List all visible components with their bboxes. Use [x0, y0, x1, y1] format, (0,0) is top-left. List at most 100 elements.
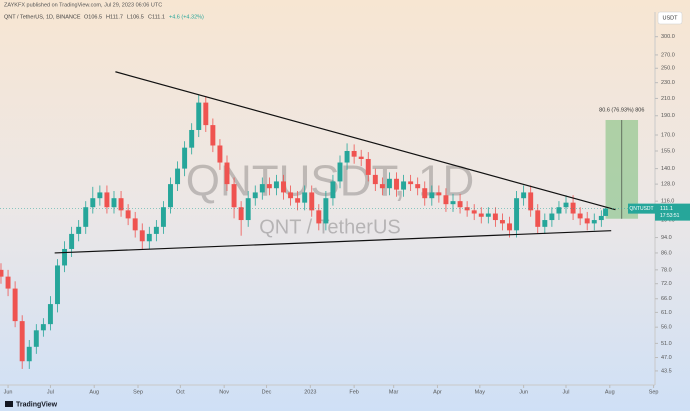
- candle-body: [203, 102, 209, 126]
- candle-body: [365, 158, 371, 175]
- x-tick-label: Sep: [649, 389, 659, 395]
- candle-body: [309, 192, 315, 211]
- candle-body: [415, 184, 421, 189]
- candle-body: [471, 210, 477, 214]
- candle-body: [182, 147, 188, 169]
- candle-body: [528, 192, 534, 211]
- candle-body: [252, 192, 258, 199]
- candle-body: [351, 150, 357, 157]
- candle-body: [429, 192, 435, 199]
- candle-body: [12, 288, 18, 322]
- y-tick-label: 170.0: [661, 132, 675, 138]
- y-tick-label: 86.0: [661, 250, 672, 256]
- candle-body: [231, 184, 237, 208]
- author-line: ZAYKFX published on TradingView.com, Jul…: [4, 2, 162, 8]
- candle-body: [62, 248, 68, 266]
- x-tick-label: Feb: [349, 389, 358, 395]
- candle-body: [358, 156, 364, 159]
- x-tick-label: Apr: [433, 389, 442, 395]
- y-tick-label: 47.0: [661, 355, 672, 361]
- candle-body: [5, 276, 11, 289]
- candle-body: [598, 215, 604, 221]
- candle-body: [330, 181, 336, 199]
- symbol-tag-text: QNTUSDT: [629, 206, 653, 212]
- candle-body: [443, 195, 449, 205]
- candle-body: [344, 150, 350, 163]
- symbol: QNT / TetherUS, 1D, BINANCE: [4, 14, 81, 20]
- trendline: [54, 230, 612, 254]
- candle-body: [514, 198, 520, 231]
- candle-body: [499, 220, 505, 224]
- y-tick-label: 300.0: [661, 34, 675, 40]
- candle-body: [175, 168, 181, 185]
- ohlc-change: +4.6 (+4.32%): [169, 14, 204, 20]
- candle-body: [245, 198, 251, 221]
- y-tick-label: 128.0: [661, 182, 675, 188]
- x-tick-label: Dec: [262, 389, 272, 395]
- x-tick-label: Mar: [389, 389, 399, 395]
- candle-body: [507, 223, 512, 231]
- candle-body: [337, 162, 343, 182]
- currency-box[interactable]: [657, 11, 683, 25]
- candle-body: [217, 145, 223, 163]
- y-tick-label: 61.0: [661, 310, 672, 316]
- candle-body: [26, 346, 32, 362]
- candle-body: [281, 181, 286, 193]
- position-label: 80.6 (76.93%) 806: [599, 107, 644, 113]
- candle-body: [146, 233, 152, 242]
- candle-body: [556, 207, 562, 214]
- candle-body: [266, 184, 272, 189]
- candle-body: [288, 192, 294, 199]
- candle-body: [302, 192, 308, 203]
- legend-line: QNT / TetherUS, 1D, BINANCE O106.5 H111.…: [4, 14, 204, 20]
- candle-body: [139, 230, 145, 242]
- candle-body: [521, 192, 527, 199]
- ohlc-low: L106.5: [127, 14, 144, 20]
- watermark-sub: QNT / TetherUS: [259, 216, 401, 238]
- y-tick-label: 78.0: [661, 267, 672, 273]
- candle-body: [83, 207, 89, 227]
- x-tick-label: Nov: [219, 389, 229, 395]
- candle-body: [104, 192, 110, 208]
- brand: TradingView: [16, 401, 58, 408]
- candle-body: [379, 184, 385, 189]
- y-tick-label: 116.0: [661, 199, 674, 205]
- candle-body: [394, 178, 399, 190]
- candle-body: [584, 218, 590, 224]
- price-tag: [655, 203, 690, 221]
- candle-body: [323, 198, 329, 224]
- candle-body: [97, 192, 103, 199]
- candle-body: [210, 125, 216, 146]
- candle-body: [111, 198, 117, 208]
- candle-body: [69, 233, 75, 249]
- candle-body: [168, 184, 173, 208]
- candle-body: [295, 198, 301, 203]
- ohlc-open: O106.5: [84, 14, 102, 20]
- logo-icon: [5, 401, 13, 407]
- candle-body: [189, 129, 195, 148]
- candle-body: [259, 184, 265, 193]
- ohlc-close: C111.1: [148, 14, 165, 20]
- y-tick-label: 190.0: [661, 113, 675, 119]
- candle-body: [0, 269, 4, 277]
- y-tick-label: 72.0: [661, 281, 672, 287]
- currency[interactable]: USDT: [663, 15, 679, 21]
- y-tick-label: 250.0: [661, 66, 675, 72]
- candle-body: [422, 188, 428, 199]
- candle-body: [90, 198, 96, 208]
- x-tick-label: May: [475, 389, 486, 395]
- x-tick-label: Jul: [47, 389, 54, 395]
- candle-body: [436, 192, 442, 196]
- y-tick-label: 270.0: [661, 52, 675, 58]
- y-tick-label: 140.0: [661, 166, 675, 172]
- x-tick-label: Sep: [133, 389, 143, 395]
- y-tick-label: 66.0: [661, 296, 672, 302]
- candle-body: [542, 220, 548, 227]
- y-tick-label: 43.5: [661, 368, 672, 374]
- candle-body: [591, 220, 597, 224]
- y-tick-label: 155.0: [661, 148, 675, 154]
- price-tag-countdown: 17:53:51: [660, 213, 680, 219]
- candle-body: [76, 226, 82, 234]
- candle-body: [535, 210, 541, 227]
